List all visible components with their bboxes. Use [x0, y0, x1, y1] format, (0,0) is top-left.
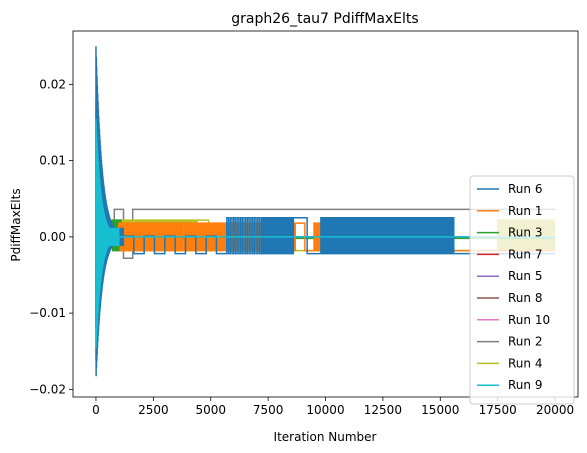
x-tick-label: 7500: [253, 403, 284, 417]
legend-label: Run 5: [508, 269, 542, 283]
y-tick-label: −0.02: [29, 382, 66, 396]
series-line-run-9: [95, 118, 556, 349]
x-tick-label: 15000: [421, 403, 459, 417]
series-line-run-6: [95, 46, 556, 377]
x-tick-label: 0: [92, 403, 100, 417]
legend-label: Run 6: [508, 182, 542, 196]
legend-label: Run 10: [508, 313, 550, 327]
legend-label: Run 9: [508, 378, 542, 392]
x-tick-label: 17500: [479, 403, 517, 417]
legend-label: Run 7: [508, 247, 542, 261]
legend-label: Run 4: [508, 356, 542, 370]
x-tick-label: 20000: [536, 403, 574, 417]
legend: Run 6 Run 1 Run 3 Run 7 Run 5 Run 8 Run 10 Run …: [469, 175, 575, 405]
x-axis: 0 2500 5000 7500 10000 12500 15000 17500 20000: [92, 397, 574, 417]
legend-label: Run 8: [508, 291, 542, 305]
y-tick-label: 0.02: [39, 77, 66, 91]
y-tick-label: 0.00: [39, 230, 66, 244]
legend-label: Run 3: [508, 226, 542, 240]
x-axis-title: Iteration Number: [274, 430, 377, 444]
x-tick-label: 12500: [364, 403, 402, 417]
chart-title: graph26_tau7 PdiffMaxElts: [231, 11, 418, 27]
x-tick-label: 2500: [138, 403, 169, 417]
x-tick-label: 10000: [306, 403, 344, 417]
y-axis-title: PdiffMaxElts: [9, 188, 23, 261]
y-tick-label: 0.01: [39, 154, 66, 168]
legend-label: Run 1: [508, 204, 542, 218]
legend-label: Run 2: [508, 335, 542, 349]
x-tick-label: 5000: [195, 403, 226, 417]
y-tick-label: −0.01: [29, 306, 66, 320]
y-axis: −0.02 −0.01 0.00 0.01 0.02: [29, 77, 73, 396]
